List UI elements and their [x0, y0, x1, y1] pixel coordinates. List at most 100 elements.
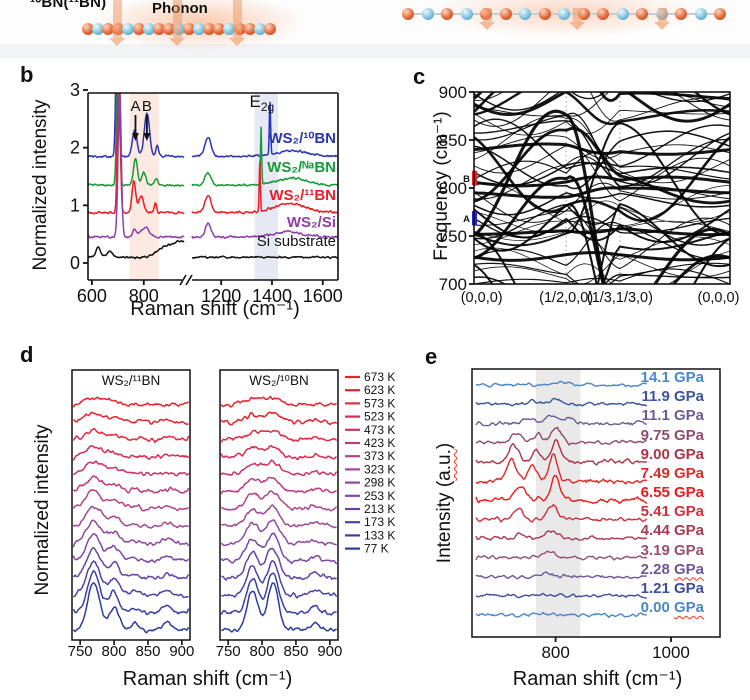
- phonon-arrow-icon: [569, 8, 585, 30]
- svg-text:1000: 1000: [652, 643, 690, 662]
- svg-text:423 K: 423 K: [364, 436, 395, 450]
- axes-c: 700 750 800 850 900 (0,0,0) (1/2,0,0)(1/3,1/3,…: [439, 83, 740, 306]
- svg-text:323 K: 323 K: [364, 462, 395, 476]
- svg-text:298 K: 298 K: [364, 476, 395, 490]
- nitrogen-atom: [193, 23, 206, 35]
- svg-text:B: B: [142, 98, 152, 115]
- boron-atom: [538, 8, 551, 20]
- boron-atom: [402, 8, 414, 20]
- svg-text:WS₂/¹⁰BN: WS₂/¹⁰BN: [268, 130, 336, 147]
- boron-atom: [441, 8, 453, 20]
- panel-label-c: c: [413, 64, 426, 89]
- boron-atom: [102, 23, 115, 35]
- pressure-label: 1.21 GPa: [640, 579, 704, 597]
- svg-text:1400: 1400: [252, 286, 292, 306]
- axes-e: 800 1000: [471, 368, 721, 662]
- nitrogen-atom: [253, 23, 266, 35]
- e-xlabel: Raman shift (cm⁻¹): [512, 668, 683, 690]
- nitrogen-atom: [694, 8, 707, 20]
- pressure-label: 14.1 GPa: [640, 369, 704, 386]
- boron-atom: [132, 23, 145, 35]
- svg-text:2: 2: [70, 138, 80, 158]
- plot-b: [129, 93, 279, 280]
- phonon-arrow-icon: [654, 8, 670, 30]
- phonon-branches: [474, 92, 730, 284]
- svg-text:A: A: [130, 98, 140, 115]
- boron-atom: [714, 8, 726, 20]
- b-ylabel: Normalized intensity: [30, 99, 51, 271]
- nitrogen-atom: [519, 8, 531, 20]
- pressure-label: 5.41 GPa: [640, 503, 704, 521]
- svg-text:1600: 1600: [303, 286, 343, 306]
- nitrogen-atom: [558, 8, 570, 20]
- svg-text:1: 1: [70, 195, 80, 215]
- chart-d-temperature-raman: 750 800 850 900 WS₂/¹¹BN 750 800 850 900 WS₂/¹⁰BN…: [68, 369, 395, 660]
- svg-text:1200: 1200: [201, 286, 241, 306]
- svg-text:WS₂/Si: WS₂/Si: [287, 214, 336, 231]
- svg-text:Si substrate: Si substrate: [257, 233, 336, 250]
- boron-atom: [263, 23, 276, 35]
- isotope-label: ¹⁰BN(¹¹BN): [30, 0, 107, 11]
- svg-text:800: 800: [102, 643, 127, 660]
- svg-text:B: B: [463, 174, 470, 185]
- phonon-arrow-icon: [229, 0, 245, 46]
- boron-atom: [597, 8, 609, 20]
- boron-atom: [499, 8, 512, 20]
- svg-text:0: 0: [70, 253, 80, 273]
- chart-e-pressure-raman: 800 1000: [471, 368, 721, 662]
- pressure-label: 2.28 GPa: [640, 560, 704, 578]
- svg-text:WS₂/¹¹BN: WS₂/¹¹BN: [102, 373, 160, 388]
- nitrogen-atom: [460, 8, 473, 20]
- svg-text:800: 800: [541, 643, 569, 662]
- pressure-label: 9.00 GPa: [640, 445, 704, 463]
- boron-atom: [152, 23, 165, 35]
- nitrogen-atom: [92, 23, 105, 35]
- nitrogen-atom: [122, 23, 135, 35]
- panel-label-e: e: [425, 344, 438, 369]
- nitrogen-atom: [142, 23, 155, 35]
- pressure-label: 0.00 GPa: [640, 599, 704, 617]
- axes-d-1: 750 800 850 900 WS₂/¹⁰BN: [216, 369, 342, 660]
- axes-b: 0 1 2 3 600 800 1200 1400 1600: [70, 80, 343, 306]
- svg-text:A: A: [463, 214, 470, 225]
- svg-text:3: 3: [70, 80, 80, 100]
- svg-text:173 K: 173 K: [364, 515, 395, 529]
- highlight-band: [536, 369, 581, 637]
- svg-text:473 K: 473 K: [364, 423, 395, 437]
- pressure-label: 4.44 GPa: [640, 522, 704, 540]
- svg-text:373 K: 373 K: [364, 449, 395, 463]
- c-ylabel: Frequency (cm⁻¹): [431, 111, 452, 261]
- phonon-arrow-icon: [169, 0, 185, 46]
- svg-text:750: 750: [68, 643, 93, 660]
- svg-text:(0,0,0): (0,0,0): [698, 290, 740, 306]
- pressure-label: 11.1 GPa: [641, 407, 704, 425]
- pressure-label: 3.19 GPa: [640, 541, 704, 559]
- svg-text:850: 850: [283, 643, 308, 660]
- svg-text:800: 800: [439, 179, 467, 198]
- pressure-label: 11.9 GPa: [641, 388, 704, 406]
- pressure-curves: [475, 380, 648, 618]
- b-xlabel: Raman shift (cm⁻¹): [130, 298, 300, 320]
- phonon-arrow-icon: [479, 8, 495, 30]
- svg-text:623 K: 623 K: [364, 383, 395, 397]
- panel-label-b: b: [20, 62, 34, 87]
- nitrogen-atom: [616, 8, 629, 20]
- svg-text:900: 900: [317, 643, 342, 660]
- temp-curves-1: [220, 395, 338, 633]
- panel-label-d: d: [20, 342, 34, 367]
- svg-text:900: 900: [439, 83, 467, 102]
- boron-atom: [243, 23, 256, 35]
- boron-atom: [203, 23, 216, 35]
- d-ylabel: Normalized intensity: [32, 424, 53, 596]
- svg-text:800: 800: [250, 643, 275, 660]
- nitrogen-atom: [421, 8, 434, 20]
- svg-text:850: 850: [135, 643, 160, 660]
- pressure-label: 7.49 GPa: [640, 464, 704, 482]
- svg-text:WS₂/¹¹BN: WS₂/¹¹BN: [269, 187, 336, 204]
- svg-text:700: 700: [439, 275, 467, 294]
- pressure-label: 6.55 GPa: [640, 484, 704, 502]
- nitrogen-atom: [223, 23, 236, 35]
